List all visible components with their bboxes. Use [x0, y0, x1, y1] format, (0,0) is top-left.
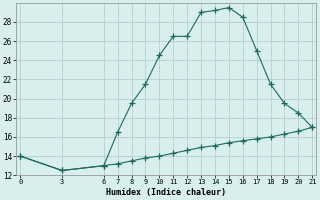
X-axis label: Humidex (Indice chaleur): Humidex (Indice chaleur): [106, 188, 226, 197]
